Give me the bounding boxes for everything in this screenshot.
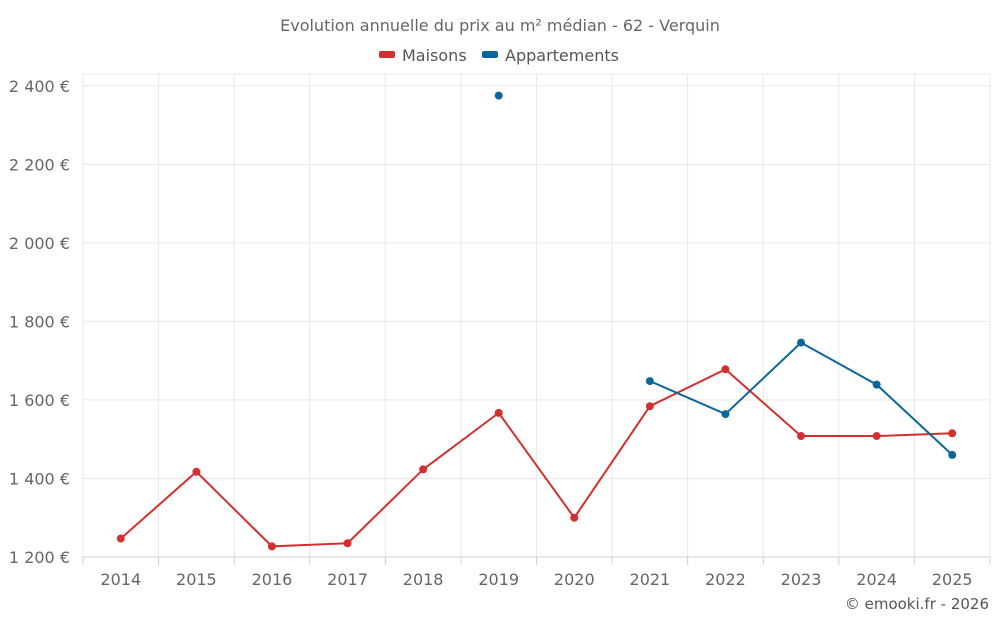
x-tick-label: 2022 [705,570,746,589]
legend-item-maisons[interactable]: Maisons [379,46,467,65]
x-tick-label: 2016 [252,570,293,589]
x-tick-label: 2017 [327,570,368,589]
legend-label-appartements: Appartements [505,46,619,65]
series-layer [116,91,957,551]
data-point-appartements [948,450,957,459]
data-point-maisons [343,539,352,548]
data-point-maisons [192,467,201,476]
x-tick-label: 2015 [176,570,217,589]
data-point-maisons [570,513,579,522]
legend: Maisons Appartements [379,46,619,65]
data-point-maisons [419,465,428,474]
y-tick-label: 2 200 € [9,155,70,174]
legend-label-maisons: Maisons [402,46,467,65]
data-point-appartements [721,410,730,419]
data-point-maisons [116,534,125,543]
y-tick-label: 1 200 € [9,548,70,567]
chart-title: Evolution annuelle du prix au m² médian … [280,16,720,35]
series-maisons [116,365,957,551]
data-point-appartements [872,380,881,389]
x-tick-label: 2025 [932,570,973,589]
legend-swatch-maisons [379,51,395,58]
data-point-appartements [494,91,503,100]
y-tick-label: 2 000 € [9,234,70,253]
y-tick-label: 1 400 € [9,469,70,488]
x-tick-label: 2023 [781,570,822,589]
data-point-maisons [948,429,957,438]
y-tick-label: 1 600 € [9,391,70,410]
data-point-maisons [872,432,881,441]
credit-text: © emooki.fr - 2026 [845,595,989,613]
x-tick-label: 2020 [554,570,595,589]
data-point-maisons [721,365,730,374]
x-tick-label: 2018 [403,570,444,589]
data-point-maisons [645,402,654,411]
data-point-maisons [797,432,806,441]
series-line-maisons [120,368,953,548]
x-tick-label: 2019 [478,570,519,589]
data-point-appartements [797,338,806,347]
legend-swatch-appartements [482,51,498,58]
y-tick-label: 2 400 € [9,77,70,96]
x-tick-label: 2024 [856,570,897,589]
legend-item-appartements[interactable]: Appartements [482,46,619,65]
data-point-appartements [645,377,654,386]
series-appartements [494,91,957,459]
y-tick-label: 1 800 € [9,312,70,331]
axes: 1 200 € 1 400 € 1 600 € 1 800 € 2 000 € 2 200… [9,77,991,589]
data-point-maisons [267,542,276,551]
x-tick-label: 2014 [100,570,141,589]
grid [82,73,991,558]
x-tick-label: 2021 [630,570,671,589]
data-point-maisons [494,408,503,417]
